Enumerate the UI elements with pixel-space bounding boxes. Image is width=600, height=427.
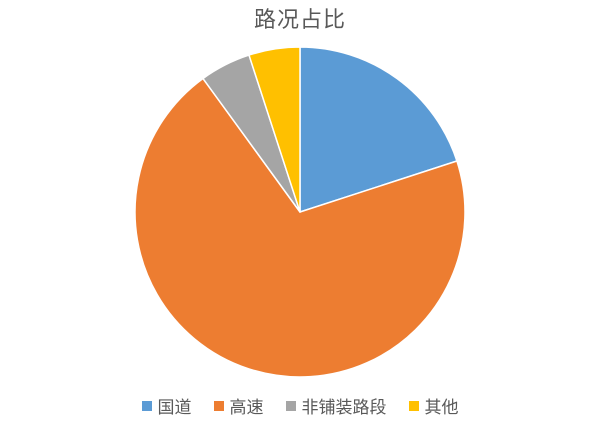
legend-swatch	[285, 400, 296, 411]
legend-swatch	[408, 400, 419, 411]
legend-item-1: 国道	[141, 393, 192, 418]
legend-label: 其他	[424, 398, 459, 418]
legend-item-4: 其他	[408, 393, 459, 418]
pie-slice-1	[299, 46, 458, 213]
legend-item-3: 非铺装路段	[285, 393, 387, 418]
legend-swatch	[141, 400, 152, 411]
chart-title: 路况占比	[253, 8, 346, 33]
pie-slice-4	[248, 46, 301, 213]
legend-item-2: 高速	[213, 393, 264, 418]
pie-slice-2	[134, 77, 466, 378]
legend-label: 高速	[229, 398, 264, 418]
legend-swatch	[213, 400, 224, 411]
legend-label: 国道	[157, 398, 192, 418]
chart-legend: 国道 高速 非铺装路段 其他	[0, 393, 600, 418]
legend-label: 非铺装路段	[301, 398, 387, 418]
